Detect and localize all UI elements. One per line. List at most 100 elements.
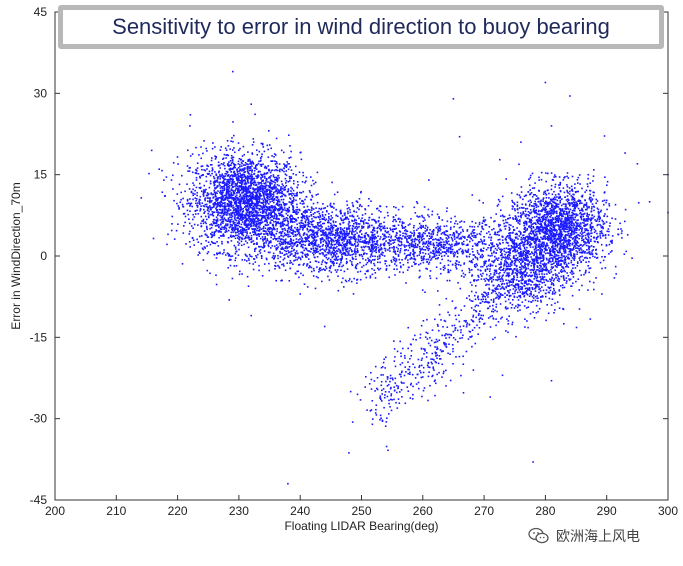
scatter-point	[323, 268, 325, 270]
scatter-point	[246, 214, 248, 216]
scatter-point	[182, 204, 184, 206]
scatter-point	[387, 212, 389, 214]
scatter-point	[463, 276, 465, 278]
scatter-point	[354, 234, 356, 236]
scatter-point	[242, 221, 244, 223]
scatter-point	[421, 260, 423, 262]
scatter-point	[253, 222, 255, 224]
scatter-point	[322, 260, 324, 262]
scatter-point	[293, 249, 295, 251]
scatter-point	[352, 257, 354, 259]
scatter-point	[473, 236, 475, 238]
scatter-point	[305, 239, 307, 241]
scatter-point	[202, 220, 204, 222]
scatter-point	[335, 225, 337, 227]
scatter-point	[450, 270, 452, 272]
scatter-point	[429, 275, 431, 277]
scatter-point	[290, 245, 292, 247]
scatter-point	[298, 277, 300, 279]
scatter-point	[280, 188, 282, 190]
scatter-point	[389, 234, 391, 236]
scatter-point	[259, 196, 261, 198]
scatter-point	[232, 236, 234, 238]
scatter-point	[455, 244, 457, 246]
scatter-point	[225, 220, 227, 222]
scatter-point	[305, 237, 307, 239]
scatter-point	[462, 229, 464, 231]
scatter-point	[410, 235, 412, 237]
scatter-point	[275, 221, 277, 223]
scatter-point	[282, 202, 284, 204]
scatter-point	[328, 220, 330, 222]
scatter-point	[282, 188, 284, 190]
scatter-point	[533, 194, 535, 196]
scatter-point	[481, 254, 483, 256]
scatter-point	[497, 259, 499, 261]
scatter-point	[258, 230, 260, 232]
scatter-point	[370, 200, 372, 202]
scatter-point	[205, 204, 207, 206]
scatter-point	[314, 240, 316, 242]
scatter-point	[428, 253, 430, 255]
scatter-point	[260, 160, 262, 162]
scatter-point	[249, 263, 251, 265]
scatter-point	[274, 246, 276, 248]
scatter-point	[367, 223, 369, 225]
scatter-point	[215, 204, 217, 206]
scatter-point	[247, 200, 249, 202]
scatter-point	[266, 259, 268, 261]
scatter-point	[428, 263, 430, 265]
scatter-point	[231, 232, 233, 234]
scatter-point	[289, 176, 291, 178]
scatter-point	[203, 249, 205, 251]
scatter-point	[228, 195, 230, 197]
scatter-point	[401, 224, 403, 226]
scatter-point	[299, 235, 301, 237]
scatter-point	[407, 269, 409, 271]
scatter-point	[217, 213, 219, 215]
scatter-point	[453, 232, 455, 234]
scatter-point	[463, 273, 465, 275]
scatter-point	[449, 234, 451, 236]
scatter-point	[357, 215, 359, 217]
scatter-point	[262, 143, 264, 145]
scatter-point	[390, 243, 392, 245]
scatter-point	[279, 241, 281, 243]
scatter-point	[281, 196, 283, 198]
scatter-point	[456, 251, 458, 253]
scatter-point	[384, 228, 386, 230]
scatter-point	[327, 239, 329, 241]
scatter-point	[273, 209, 275, 211]
scatter-point	[350, 238, 352, 240]
scatter-point	[272, 216, 274, 218]
scatter-point	[270, 182, 272, 184]
scatter-point	[287, 191, 289, 193]
scatter-point	[355, 266, 357, 268]
scatter-point	[267, 234, 269, 236]
scatter-point	[343, 237, 345, 239]
scatter-point	[275, 190, 277, 192]
scatter-point	[249, 223, 251, 225]
scatter-point	[227, 186, 229, 188]
scatter-point	[234, 215, 236, 217]
scatter-point	[270, 219, 272, 221]
scatter-point	[291, 228, 293, 230]
scatter-point	[189, 170, 191, 172]
scatter-point	[355, 258, 357, 260]
scatter-point	[290, 151, 292, 153]
scatter-point	[378, 250, 380, 252]
scatter-point	[455, 267, 457, 269]
scatter-point	[270, 247, 272, 249]
scatter-point	[360, 237, 362, 239]
scatter-point	[386, 269, 388, 271]
scatter-point	[422, 252, 424, 254]
scatter-point	[366, 241, 368, 243]
scatter-point	[291, 247, 293, 249]
scatter-point	[236, 187, 238, 189]
scatter-point	[249, 211, 251, 213]
scatter-point	[243, 154, 245, 156]
scatter-point	[253, 234, 255, 236]
scatter-point	[314, 237, 316, 239]
scatter-point	[352, 245, 354, 247]
scatter-point	[356, 279, 358, 281]
